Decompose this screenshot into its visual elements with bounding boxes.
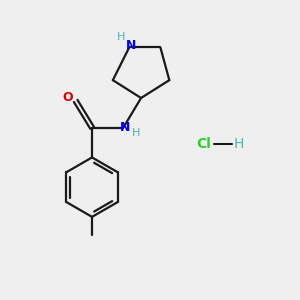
Text: O: O (62, 92, 73, 104)
Text: N: N (125, 40, 136, 52)
Text: N: N (119, 121, 130, 134)
Text: H: H (117, 32, 125, 42)
Text: Cl: Cl (196, 137, 211, 151)
Text: H: H (234, 137, 244, 151)
Text: H: H (131, 128, 140, 138)
